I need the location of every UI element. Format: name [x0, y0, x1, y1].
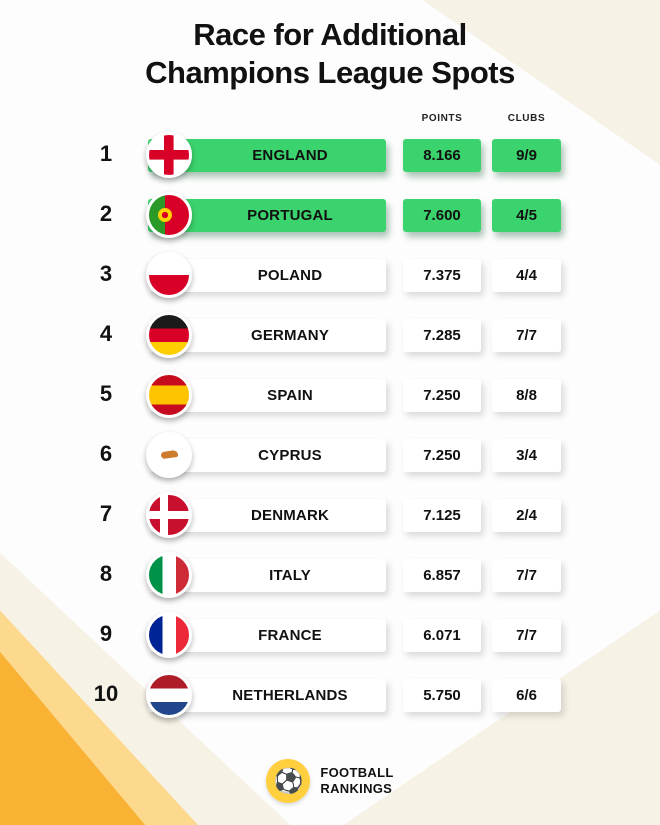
country-bar: FRANCE: [146, 612, 386, 658]
points-column-header: POINTS: [421, 113, 463, 124]
page-title-line1: Race for Additional: [193, 17, 467, 52]
rank-number: 9: [99, 621, 113, 646]
country-bar: GERMANY: [146, 312, 386, 358]
table-row: 2 PORTUGAL 7.600 4/5: [0, 186, 660, 246]
country-flag-icon: [146, 492, 192, 538]
table-row: 6 CYPRUS 7.250 3/4: [0, 426, 660, 486]
country-bar: ENGLAND: [146, 132, 386, 178]
country-bar: CYPRUS: [146, 432, 386, 478]
country-bar: DENMARK: [146, 492, 386, 538]
country-flag-icon: [146, 132, 192, 178]
table-row: 9 FRANCE 6.071 7/7: [0, 606, 660, 666]
country-bar: POLAND: [146, 252, 386, 298]
country-flag-icon: [146, 552, 192, 598]
country-label: ITALY: [269, 567, 311, 584]
country-flag-icon: [146, 612, 192, 658]
points-value: 7.125: [403, 499, 481, 532]
country-bar: ITALY: [146, 552, 386, 598]
clubs-value: 2/4: [492, 499, 561, 532]
table-row: 5 SPAIN 7.250 8/8: [0, 366, 660, 426]
country-label: NETHERLANDS: [232, 687, 348, 704]
points-value: 7.285: [403, 319, 481, 352]
country-label: DENMARK: [250, 507, 330, 524]
points-value: 8.166: [403, 139, 481, 172]
country-flag-icon: [146, 312, 192, 358]
clubs-value: 6/6: [492, 679, 561, 712]
table-row: 3 POLAND 7.375 4/4: [0, 246, 660, 306]
points-value: 7.250: [403, 439, 481, 472]
points-value: 6.857: [403, 559, 481, 592]
clubs-value: 4/5: [492, 199, 561, 232]
clubs-value: 3/4: [492, 439, 561, 472]
country-label: ENGLAND: [252, 147, 328, 164]
rank-number: 10: [93, 681, 119, 706]
clubs-value: 4/4: [492, 259, 561, 292]
country-label: PORTUGAL: [247, 207, 333, 224]
table-row: 10 NETHERLANDS 5.750 6/6: [0, 666, 660, 726]
table-row: 8 ITALY 6.857 7/7: [0, 546, 660, 606]
clubs-value: 7/7: [492, 319, 561, 352]
rank-number: 1: [99, 141, 113, 166]
rank-number: 2: [99, 201, 113, 226]
brand-line2: RANKINGS: [320, 781, 393, 796]
table-row: 4 GERMANY 7.285 7/7: [0, 306, 660, 366]
country-bar: NETHERLANDS: [146, 672, 386, 718]
rank-number: 6: [99, 441, 113, 466]
country-flag-icon: [146, 372, 192, 418]
points-value: 6.071: [403, 619, 481, 652]
rank-number: 7: [99, 501, 113, 526]
brand-line1: FOOTBALL: [320, 764, 394, 780]
table-row: 1 ENGLAND 8.166 9/9: [0, 126, 660, 186]
clubs-column-header: CLUBS: [507, 113, 546, 124]
rank-number: 4: [99, 321, 113, 346]
points-value: 5.750: [403, 679, 481, 712]
country-label: SPAIN: [267, 387, 313, 404]
points-value: 7.375: [403, 259, 481, 292]
country-bar: PORTUGAL: [146, 192, 386, 238]
country-label: GERMANY: [250, 327, 330, 344]
clubs-value: 9/9: [492, 139, 561, 172]
rank-number: 8: [99, 561, 113, 586]
clubs-value: 7/7: [492, 559, 561, 592]
rank-number: 5: [99, 381, 113, 406]
country-label: POLAND: [257, 267, 323, 284]
country-bar: SPAIN: [146, 372, 386, 418]
football-logo-icon: ⚽: [266, 759, 311, 803]
rank-number: 3: [99, 261, 113, 286]
footer-brand: ⚽ FOOTBALL RANKINGS: [0, 759, 660, 803]
points-value: 7.600: [403, 199, 481, 232]
country-label: FRANCE: [258, 627, 322, 644]
brand-text: FOOTBALL RANKINGS: [320, 765, 393, 798]
country-flag-icon: [146, 672, 192, 718]
country-flag-icon: [146, 252, 192, 298]
country-flag-icon: [146, 192, 192, 238]
rankings-table: 1 ENGLAND 8.166 9/9 2 PORTUGAL 7.600 4/5…: [0, 126, 660, 726]
page-title: Race for Additional Champions League Spo…: [0, 0, 660, 92]
page-title-line2: Champions League Spots: [145, 54, 515, 90]
soccer-ball-icon: ⚽: [273, 767, 304, 795]
clubs-value: 8/8: [492, 379, 561, 412]
clubs-value: 7/7: [492, 619, 561, 652]
points-value: 7.250: [403, 379, 481, 412]
table-row: 7 DENMARK 7.125 2/4: [0, 486, 660, 546]
country-flag-icon: [146, 432, 192, 478]
country-label: CYPRUS: [258, 447, 322, 464]
